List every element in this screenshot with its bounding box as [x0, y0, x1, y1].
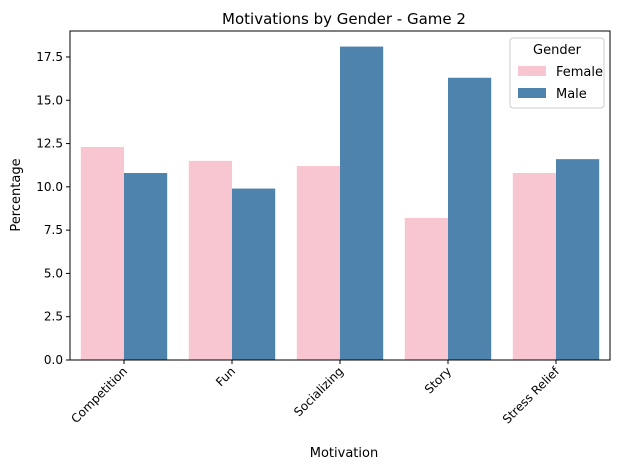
bar-male-story	[448, 77, 492, 360]
y-tick-label: 12.5	[36, 137, 63, 151]
x-tick-label: Socializing	[291, 364, 346, 419]
bar-female-competition	[80, 147, 124, 360]
bar-male-socializing	[340, 46, 384, 360]
bar-male-fun	[232, 188, 276, 360]
legend-swatch-male	[518, 88, 546, 98]
x-axis: Competition Fun Socializing Story Stress Rel…	[68, 360, 563, 427]
chart-title: Motivations by Gender - Game 2	[222, 10, 466, 28]
y-tick-label: 17.5	[36, 50, 63, 64]
y-axis-label: Percentage	[9, 158, 24, 231]
plot-frame	[69, 30, 611, 361]
legend-swatch-female	[518, 66, 546, 76]
y-axis: 0.0 2.5 5.0 7.5 10.0 12.5 15.0 17.5	[36, 50, 70, 367]
bar-male-competition	[124, 172, 168, 360]
x-tick-label: Story	[422, 364, 454, 396]
legend-title: Gender	[533, 43, 582, 58]
x-tick-label: Competition	[68, 364, 130, 426]
y-tick-label: 5.0	[44, 266, 63, 280]
bar-female-fun	[188, 160, 232, 360]
y-tick-label: 7.5	[44, 223, 63, 237]
legend-label-male: Male	[556, 87, 587, 102]
bars-group	[80, 46, 600, 360]
y-tick-label: 10.0	[36, 180, 63, 194]
y-tick-label: 2.5	[44, 310, 63, 324]
bar-female-stress-relief	[512, 172, 556, 360]
bar-female-socializing	[296, 166, 340, 360]
y-tick-label: 0.0	[44, 353, 63, 367]
y-tick-label: 15.0	[36, 93, 63, 107]
legend: Gender Female Male	[509, 37, 605, 109]
bar-female-story	[404, 218, 448, 360]
x-tick-label: Fun	[213, 364, 238, 389]
bar-male-stress-relief	[556, 159, 600, 360]
legend-label-female: Female	[556, 65, 603, 80]
x-tick-label: Stress Relief	[500, 364, 563, 427]
x-axis-label: Motivation	[310, 446, 378, 461]
